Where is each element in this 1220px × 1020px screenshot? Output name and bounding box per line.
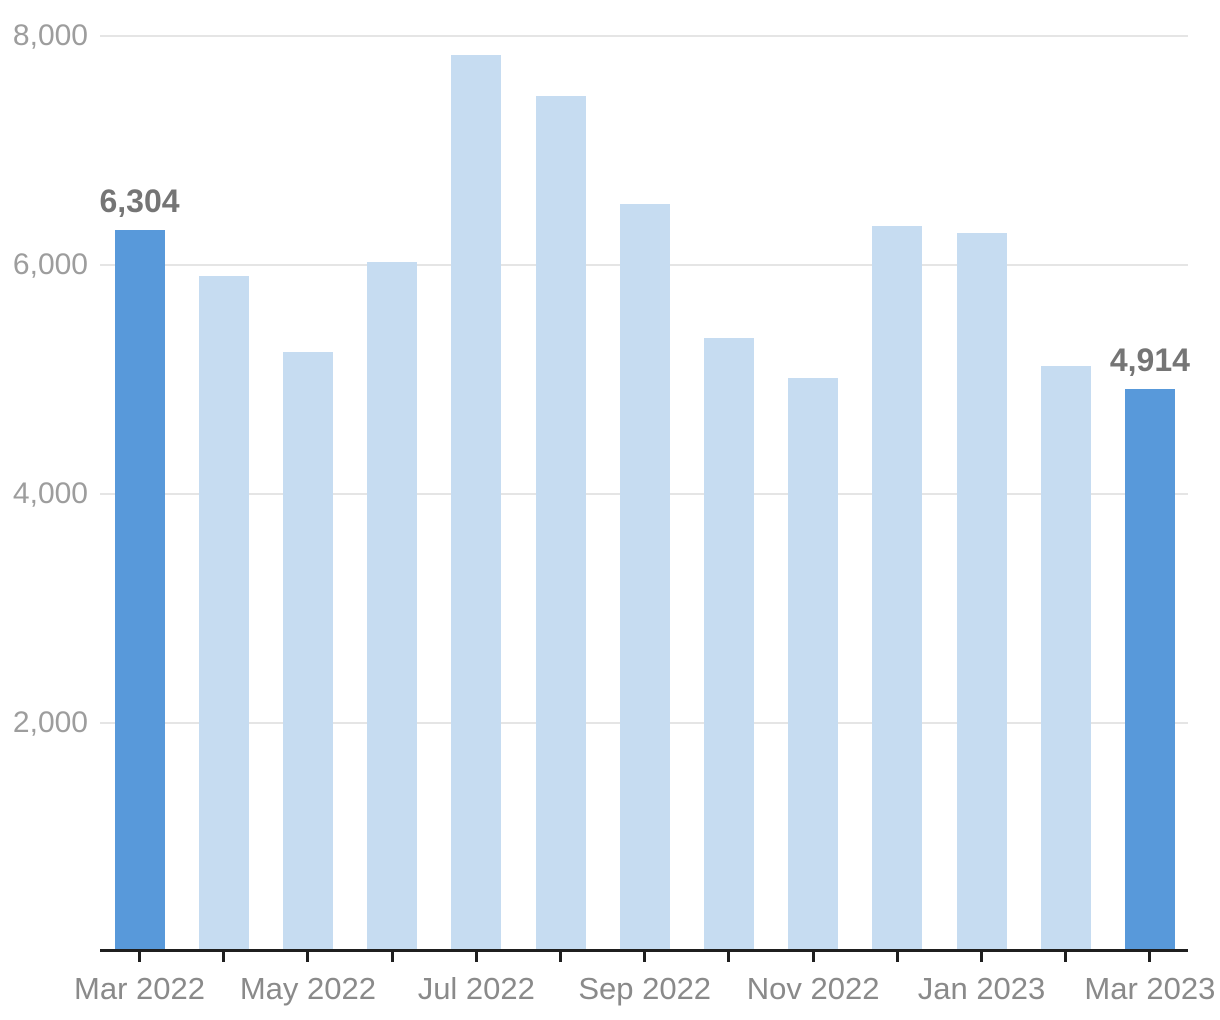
x-tick-mark	[559, 952, 562, 962]
value-label-mar-2022: 6,304	[99, 183, 180, 220]
x-axis-label-may-2022: May 2022	[239, 971, 376, 1006]
bar-dec-2022[interactable]	[872, 226, 923, 952]
bar-mar-2023[interactable]	[1124, 389, 1175, 952]
x-axis-line	[100, 949, 1188, 952]
bar-nov-2022[interactable]	[788, 378, 839, 952]
bar-feb-2023[interactable]	[1040, 365, 1091, 952]
x-tick-mark	[980, 952, 983, 962]
x-tick-mark	[474, 952, 478, 962]
x-tick-mark	[390, 952, 394, 962]
x-axis-label-jan-2023: Jan 2023	[917, 971, 1046, 1006]
bar-apr-2022[interactable]	[198, 276, 249, 952]
x-tick-mark	[222, 952, 226, 962]
bar-oct-2022[interactable]	[703, 338, 754, 952]
gridline-8000	[100, 35, 1188, 37]
x-tick-mark	[727, 952, 731, 962]
plot-area: 8,000 6,000 4,000 2,000 Mar 2022 May 2022 Jul …	[13, 19, 1215, 1006]
bar-may-2022[interactable]	[282, 352, 333, 952]
bar-sep-2022[interactable]	[619, 204, 670, 952]
bar-jan-2023[interactable]	[956, 232, 1007, 952]
value-label-mar-2023: 4,914	[1109, 342, 1190, 379]
x-axis-label-jul-2022: Jul 2022	[417, 971, 535, 1006]
x-axis-label-mar-2022: Mar 2022	[74, 971, 205, 1006]
y-axis-tick-label: 4,000	[12, 477, 88, 510]
x-tick-mark	[643, 952, 647, 962]
y-axis-tick-label: 6,000	[12, 248, 88, 281]
x-axis-label-mar-2023: Mar 2023	[1084, 971, 1216, 1006]
x-tick-mark	[1148, 952, 1152, 962]
x-tick-mark	[138, 952, 141, 962]
y-axis-tick-label: 2,000	[12, 706, 88, 739]
x-tick-mark	[1064, 952, 1068, 962]
bar-mar-2022[interactable]	[114, 230, 165, 952]
x-tick-mark	[895, 952, 899, 962]
x-tick-mark	[811, 952, 815, 962]
bar-jul-2022[interactable]	[451, 55, 502, 952]
x-axis-label-sep-2022: Sep 2022	[578, 971, 712, 1006]
bar-aug-2022[interactable]	[535, 95, 586, 952]
y-axis-tick-label: 8,000	[12, 19, 88, 52]
bar-jun-2022[interactable]	[367, 261, 418, 952]
x-tick-mark	[306, 952, 310, 962]
x-axis-label-nov-2022: Nov 2022	[746, 971, 880, 1006]
